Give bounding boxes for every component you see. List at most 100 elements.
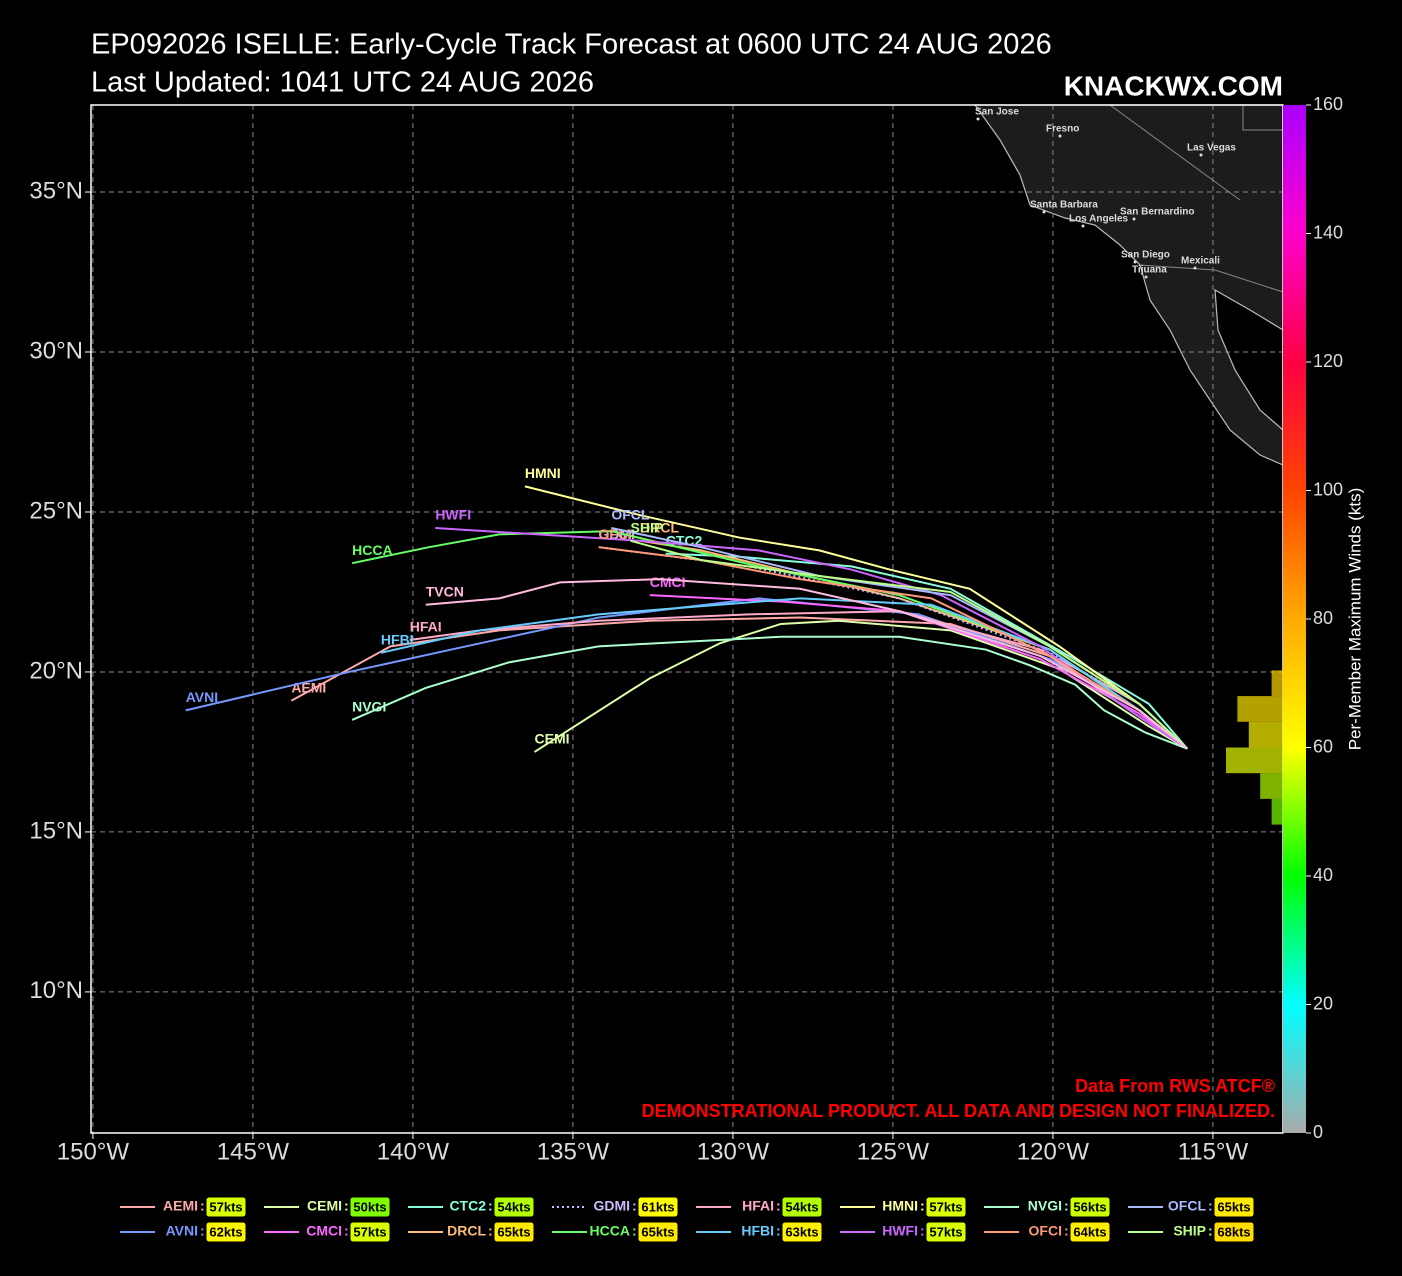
legend-label: OFCL (1168, 1198, 1207, 1214)
y-tick-label: 10°N (29, 977, 83, 1004)
wind-badge (925, 1221, 967, 1243)
city-dot (1058, 134, 1062, 138)
histogram-bar (1248, 721, 1283, 748)
legend-label: NVGI (1028, 1198, 1062, 1214)
legend-label: AVNI (166, 1223, 198, 1239)
wind-label: 57kts (929, 1199, 962, 1214)
wind-badge (205, 1196, 247, 1218)
x-tick-label: 115°W (1178, 1138, 1249, 1165)
histogram-bar (1226, 747, 1283, 774)
track-label: AVNI (186, 689, 218, 705)
legend-label: HFAI (742, 1198, 774, 1214)
histogram-bar (1237, 696, 1283, 722)
grid (91, 105, 1283, 1133)
wind-label: 57kts (209, 1199, 242, 1214)
track-label: CMCI (650, 574, 686, 590)
y-tick-label: 30°N (29, 337, 83, 364)
gulf (1214, 288, 1284, 432)
legend-colon: : (1208, 1198, 1213, 1214)
y-tick-label: 25°N (29, 497, 83, 524)
colorbar-label: Per-Member Maximum Winds (kts) (1345, 488, 1364, 751)
wind-badge (493, 1221, 535, 1243)
track-line (630, 539, 1189, 750)
track-label: NVGI (352, 699, 386, 715)
city-label: San Bernardino (1120, 207, 1194, 218)
track-line (435, 526, 1188, 750)
border (1109, 104, 1241, 201)
histogram-bar (1271, 670, 1283, 697)
city-label: San Diego (1121, 250, 1170, 261)
tracks: AEMIAVNICEMICMCICTC2DRCLGDMIHCCAHFAIHFBI… (185, 465, 1189, 753)
colorbar-tick-label: 60 (1313, 736, 1333, 756)
legend-colon: : (920, 1223, 925, 1239)
legend-label: HWFI (882, 1223, 918, 1239)
x-tick-label: 140°W (377, 1138, 450, 1165)
legend-colon: : (344, 1198, 349, 1214)
y-tick-label: 20°N (29, 657, 83, 684)
chart-subtitle: Last Updated: 1041 UTC 24 AUG 2026 (91, 67, 594, 99)
colorbar-tick-label: 100 (1313, 479, 1343, 499)
map (973, 104, 1284, 466)
colorbar-tick-label: 40 (1313, 865, 1333, 885)
wind-badge (349, 1221, 391, 1243)
wind-badge (205, 1221, 247, 1243)
city-label: San Jose (975, 107, 1019, 118)
histogram-bar (1260, 773, 1283, 799)
city-label: Santa Barbara (1030, 200, 1098, 211)
legend-colon: : (488, 1198, 493, 1214)
x-tick-label: 125°W (857, 1138, 930, 1165)
colorbar-tick-label: 140 (1313, 222, 1343, 242)
colorbar-tick-label: 0 (1313, 1122, 1323, 1142)
track-label: OFCL (611, 507, 650, 523)
wind-badge (637, 1221, 679, 1243)
legend-colon: : (200, 1198, 205, 1214)
x-tick-label: 130°W (697, 1138, 770, 1165)
y-tick-label: 15°N (29, 817, 83, 844)
wind-badge (1069, 1221, 1111, 1243)
y-tick-label: 35°N (29, 177, 83, 204)
legend-colon: : (920, 1198, 925, 1214)
legend-colon: : (1064, 1223, 1069, 1239)
track-label: CEMI (535, 731, 570, 747)
track-label: HCCA (352, 542, 392, 558)
legend-label: CMCI (306, 1223, 342, 1239)
track-label: HFAI (410, 619, 442, 635)
track-label: HMNI (525, 465, 561, 481)
histogram-bar (1271, 798, 1283, 825)
x-tick-label: 135°W (537, 1138, 610, 1165)
city-dot (1132, 217, 1136, 221)
legend-colon: : (632, 1198, 637, 1214)
city-label: Mexicali (1181, 256, 1220, 267)
wind-label: 65kts (497, 1224, 530, 1239)
legend-label: DRCL (447, 1223, 486, 1239)
legend-colon: : (776, 1198, 781, 1214)
city-label: Tijuana (1132, 265, 1167, 276)
border (1242, 105, 1283, 131)
legend-colon: : (488, 1223, 493, 1239)
legend-label: HCCA (590, 1223, 630, 1239)
city-dot (1042, 210, 1046, 214)
wind-badge (781, 1221, 823, 1243)
legend-label: CTC2 (449, 1198, 486, 1214)
track-label: HWFI (435, 507, 471, 523)
legend-label: GDMI (593, 1198, 630, 1214)
city-dot (976, 117, 980, 121)
colorbar (1283, 105, 1306, 1133)
brand: KNACKWX.COM (1064, 70, 1283, 101)
track-line (425, 578, 1188, 750)
wind-label: 50kts (353, 1199, 386, 1214)
wind-label: 64kts (1073, 1224, 1106, 1239)
wind-badge (1213, 1221, 1255, 1243)
wind-badge (781, 1196, 823, 1218)
wind-label: 61kts (641, 1199, 674, 1214)
legend-label: OFCI (1029, 1223, 1062, 1239)
city-dot (1199, 153, 1203, 157)
colorbar-tick-label: 160 (1313, 94, 1343, 114)
x-tick-label: 145°W (217, 1138, 290, 1165)
city-label: Los Angeles (1069, 214, 1129, 225)
track-line (533, 619, 1188, 753)
wind-badge (637, 1196, 679, 1218)
track-line (649, 594, 1188, 750)
wind-label: 54kts (497, 1199, 530, 1214)
